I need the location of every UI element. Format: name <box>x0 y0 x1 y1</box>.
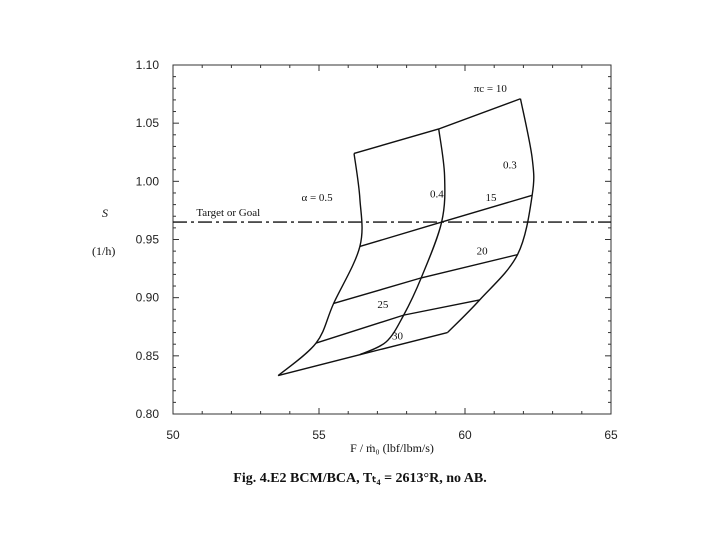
series-line-alpha <box>277 153 363 377</box>
y-axis-symbol: S <box>102 206 108 220</box>
curve-label: α = 0.5 <box>301 192 333 204</box>
series-line-pressure_ratio <box>277 331 448 377</box>
curve-label: 20 <box>477 246 489 258</box>
curve-label: 0.4 <box>430 189 444 201</box>
series-line-pressure_ratio <box>353 98 521 155</box>
curve-annotations: πc = 10 0.3 15 0.4 α = 0.5 20 25 30 <box>301 83 517 343</box>
figure-caption: Fig. 4.E2 BCM/BCA, Tₜ₄ = 2613°R, no AB. <box>233 471 487 486</box>
plot-area <box>172 64 612 415</box>
y-tick-label: 1.10 <box>136 58 160 72</box>
y-tick-label: 0.90 <box>136 291 160 305</box>
y-tick-label: 0.80 <box>136 407 160 421</box>
curve-label: πc = 10 <box>474 83 508 95</box>
series-line-pressure_ratio <box>359 194 533 248</box>
y-axis-unit: (1/h) <box>92 244 115 258</box>
curve-label: 0.3 <box>503 160 517 172</box>
series-lines <box>277 98 535 377</box>
y-tick-label: 1.00 <box>136 174 160 188</box>
series-line-alpha <box>446 98 535 334</box>
series-line-alpha <box>359 128 446 356</box>
y-tick-label: 0.85 <box>136 349 160 363</box>
curve-label: 30 <box>392 331 404 343</box>
x-tick-label: 50 <box>166 428 180 442</box>
y-tick-label: 0.95 <box>136 233 160 247</box>
x-tick-label: 65 <box>604 428 618 442</box>
y-tick-label: 1.05 <box>136 116 160 130</box>
target-goal-label: Target or Goal <box>196 207 260 219</box>
curve-label: 15 <box>485 192 497 204</box>
axis-ticks: 50 55 60 65 0.80 0.85 0.90 0.95 1.00 1.05 1.10 <box>136 58 618 442</box>
x-axis-label: F / ṁ₀ (lbf/lbm/s) <box>350 441 434 455</box>
series-line-pressure_ratio <box>333 253 518 305</box>
curve-label: 25 <box>377 299 389 311</box>
series-line-pressure_ratio <box>315 299 480 344</box>
x-tick-label: 55 <box>312 428 326 442</box>
x-tick-label: 60 <box>458 428 472 442</box>
